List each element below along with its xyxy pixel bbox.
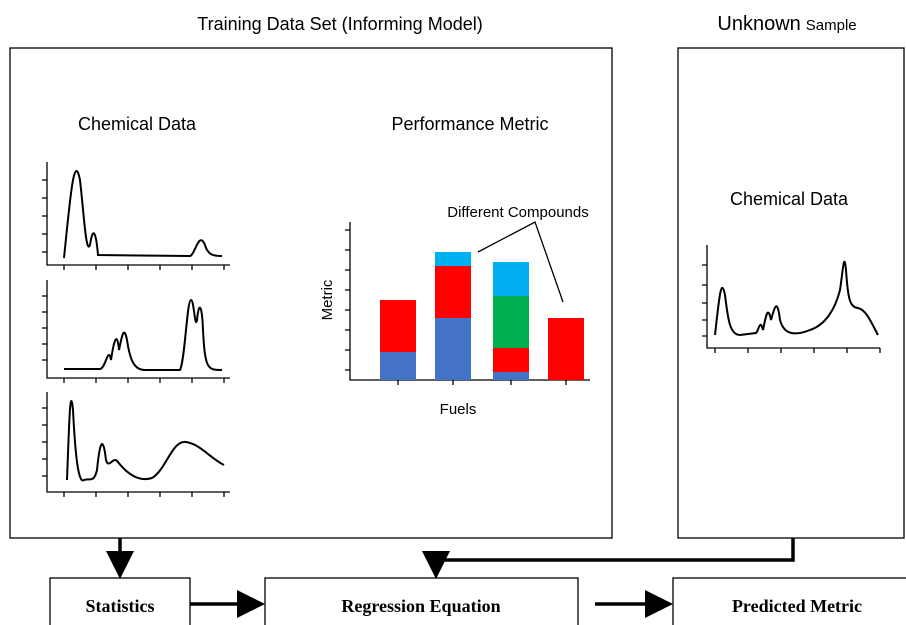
- chemical-label: Chemical Data: [78, 114, 197, 134]
- regression-box: [264, 577, 579, 625]
- compounds-pointer: [477, 221, 564, 303]
- spectrum-2: [42, 280, 230, 383]
- x-axis-label: Fuels: [440, 401, 477, 418]
- unknown-spectrum: [702, 245, 881, 353]
- training-title: Training Data Set (Informing Model): [197, 14, 482, 34]
- compounds-label: Different Compounds: [447, 204, 588, 221]
- performance-label: Performance Metric: [391, 114, 548, 134]
- arrows: [106, 538, 795, 618]
- spectrum-3: [42, 392, 230, 497]
- bar-illustration: [345, 222, 590, 385]
- unknown-chemical-label: Chemical Data: [730, 189, 849, 209]
- predicted-box: [672, 577, 906, 625]
- y-axis-label: Metric: [319, 279, 336, 320]
- training-box: [9, 47, 613, 539]
- unknown-title-small: Sample: [806, 17, 857, 34]
- unknown-title: Unknown Sample: [717, 13, 856, 35]
- spectrum-1: [42, 162, 230, 270]
- unknown-box: [677, 47, 905, 539]
- predicted-text: Predicted Metric: [732, 596, 862, 616]
- unknown-title-main: Unknown: [717, 13, 800, 35]
- statistics-text: Statistics: [86, 596, 155, 616]
- regression-text: Regression Equation: [341, 596, 500, 616]
- statistics-box: [49, 577, 191, 625]
